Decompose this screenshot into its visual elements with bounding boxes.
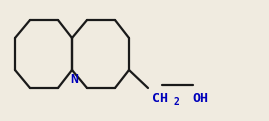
Text: OH: OH — [192, 92, 208, 105]
Text: N: N — [70, 73, 78, 86]
Text: 2: 2 — [174, 97, 180, 107]
Text: CH: CH — [152, 92, 168, 105]
